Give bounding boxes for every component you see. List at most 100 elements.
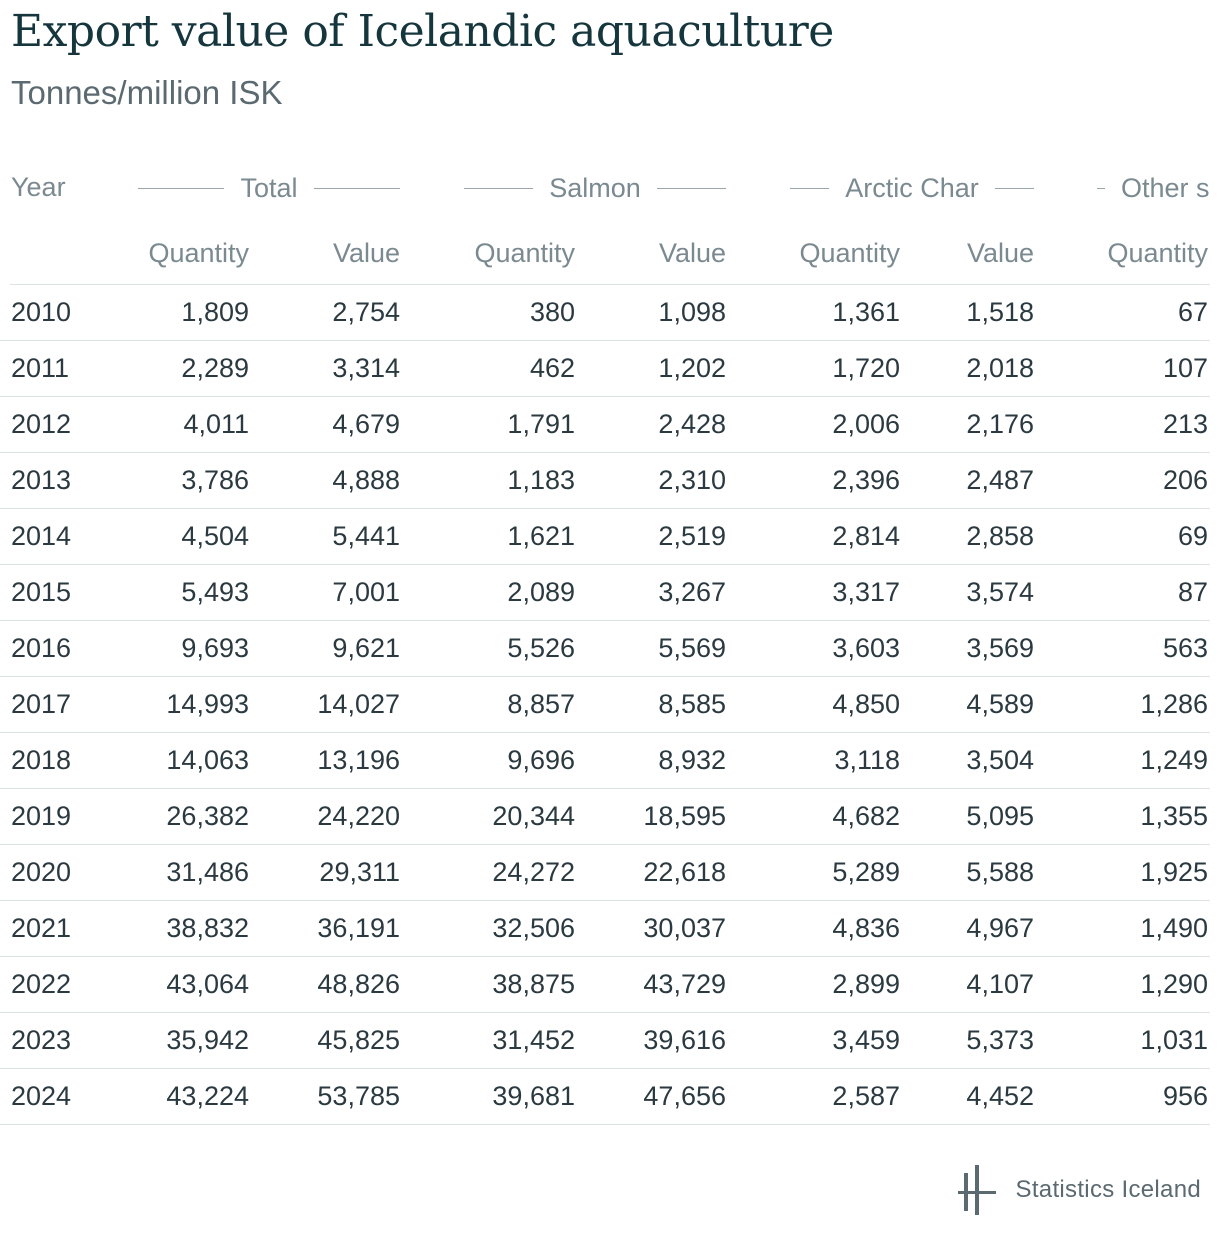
- cell-total-quantity: 43,064: [166, 969, 249, 999]
- data-table[interactable]: Year Total Salmon Arctic Char Other s Qu…: [0, 150, 1210, 1150]
- table-row[interactable]: 2013 3,786 4,888 1,183 2,310 2,396 2,487 206: [0, 453, 1210, 509]
- cell-other-quantity: 956: [1162, 1081, 1208, 1111]
- cell-arctic-char-quantity: 3,118: [834, 745, 900, 775]
- cell-salmon-quantity: 39,681: [492, 1081, 575, 1111]
- table-row[interactable]: 2019 26,382 24,220 20,344 18,595 4,682 5,095 1,…: [0, 789, 1210, 845]
- statistics-iceland-logo-icon: [957, 1165, 996, 1215]
- cell-total-value: 4,888: [332, 465, 400, 495]
- cell-total-value: 2,754: [332, 297, 400, 327]
- cell-arctic-char-quantity: 4,850: [832, 689, 900, 719]
- column-header-salmon-value[interactable]: Value: [658, 238, 726, 268]
- group-header-other: Other s: [1097, 172, 1210, 204]
- year-cell: 2019: [11, 801, 72, 831]
- cell-salmon-value: 2,428: [658, 409, 726, 439]
- cell-other-quantity: 1,290: [1140, 969, 1208, 999]
- group-label-arctic-char: Arctic Char: [845, 172, 979, 203]
- group-header-salmon: Salmon: [464, 172, 727, 204]
- year-header: Year: [11, 172, 66, 202]
- table-row[interactable]: 2022 43,064 48,826 38,875 43,729 2,899 4,107 1,…: [0, 957, 1210, 1013]
- cell-salmon-quantity: 380: [529, 297, 575, 327]
- cell-total-value: 48,826: [317, 969, 400, 999]
- table-row[interactable]: 2012 4,011 4,679 1,791 2,428 2,006 2,176 213: [0, 397, 1210, 453]
- cell-total-quantity: 9,693: [181, 633, 249, 663]
- cell-arctic-char-value: 5,588: [966, 857, 1034, 887]
- cell-salmon-value: 22,618: [643, 857, 726, 887]
- chart-subtitle: Tonnes/million ISK: [11, 74, 283, 111]
- table-row[interactable]: 2014 4,504 5,441 1,621 2,519 2,814 2,858 69: [0, 509, 1210, 565]
- cell-total-quantity: 4,011: [183, 409, 249, 439]
- cell-total-quantity: 14,063: [166, 745, 249, 775]
- cell-total-value: 9,621: [332, 633, 400, 663]
- cell-other-quantity: 563: [1162, 633, 1208, 663]
- table-row[interactable]: 2016 9,693 9,621 5,526 5,569 3,603 3,569 563: [0, 621, 1210, 677]
- footer-brand-label: Statistics Iceland: [1015, 1176, 1201, 1203]
- year-cell: 2014: [11, 521, 72, 551]
- cell-arctic-char-value: 2,176: [966, 409, 1034, 439]
- cell-arctic-char-quantity: 3,317: [832, 577, 900, 607]
- cell-total-quantity: 5,493: [181, 577, 249, 607]
- cell-arctic-char-quantity: 3,603: [832, 633, 900, 663]
- group-label-total: Total: [240, 172, 298, 203]
- group-label-salmon: Salmon: [549, 172, 641, 203]
- cell-salmon-quantity: 31,452: [492, 1025, 575, 1055]
- cell-arctic-char-quantity: 3,459: [832, 1025, 900, 1055]
- cell-salmon-quantity: 20,344: [492, 801, 575, 831]
- table-row[interactable]: 2021 38,832 36,191 32,506 30,037 4,836 4,967 1,…: [0, 901, 1210, 957]
- cell-arctic-char-value: 4,107: [966, 969, 1034, 999]
- cell-total-value: 24,220: [317, 801, 400, 831]
- cell-arctic-char-quantity: 2,006: [832, 409, 900, 439]
- column-header-other-quantity[interactable]: Quantity: [1107, 238, 1208, 268]
- cell-other-quantity: 206: [1162, 465, 1208, 495]
- cell-total-value: 3,314: [332, 353, 400, 383]
- cell-arctic-char-quantity: 5,289: [832, 857, 900, 887]
- table-row[interactable]: 2020 31,486 29,311 24,272 22,618 5,289 5,588 1,…: [0, 845, 1210, 901]
- cell-other-quantity: 1,249: [1140, 745, 1208, 775]
- column-header-total-value[interactable]: Value: [332, 238, 400, 268]
- group-rule-right: [656, 187, 727, 189]
- cell-salmon-value: 47,656: [643, 1081, 726, 1111]
- year-cell: 2023: [11, 1025, 72, 1055]
- cell-salmon-quantity: 2,089: [507, 577, 575, 607]
- table-row[interactable]: 2010 1,809 2,754 380 1,098 1,361 1,518 67: [0, 285, 1210, 341]
- cell-other-quantity: 69: [1177, 521, 1208, 551]
- year-cell: 2015: [11, 577, 72, 607]
- cell-salmon-quantity: 1,621: [507, 521, 575, 551]
- cell-arctic-char-value: 3,569: [966, 633, 1034, 663]
- year-cell: 2012: [11, 409, 72, 439]
- group-rule-left: [464, 187, 534, 189]
- cell-salmon-quantity: 24,272: [492, 857, 575, 887]
- column-header-arctic-char-value[interactable]: Value: [966, 238, 1034, 268]
- cell-salmon-value: 39,616: [643, 1025, 726, 1055]
- table-row[interactable]: 2018 14,063 13,196 9,696 8,932 3,118 3,504 1,24…: [0, 733, 1210, 789]
- cell-arctic-char-value: 4,967: [966, 913, 1034, 943]
- table-row[interactable]: 2011 2,289 3,314 462 1,202 1,720 2,018 107: [0, 341, 1210, 397]
- table-row[interactable]: 2023 35,942 45,825 31,452 39,616 3,459 5,373 1,…: [0, 1013, 1210, 1069]
- table-row[interactable]: 2024 43,224 53,785 39,681 47,656 2,587 4,452 95…: [0, 1069, 1210, 1125]
- cell-arctic-char-value: 5,095: [966, 801, 1034, 831]
- cell-total-value: 29,311: [319, 857, 400, 887]
- column-header-total-quantity[interactable]: Quantity: [148, 238, 249, 268]
- column-header-salmon-quantity[interactable]: Quantity: [474, 238, 575, 268]
- group-header-total: Total: [138, 172, 401, 204]
- cell-salmon-value: 3,267: [658, 577, 726, 607]
- cell-arctic-char-value: 4,589: [966, 689, 1034, 719]
- cell-total-value: 53,785: [317, 1081, 400, 1111]
- group-rule-right: [994, 187, 1034, 189]
- table-row[interactable]: 2017 14,993 14,027 8,857 8,585 4,850 4,589 1,28…: [0, 677, 1210, 733]
- year-cell: 2013: [11, 465, 72, 495]
- year-cell: 2010: [11, 297, 72, 327]
- cell-total-quantity: 31,486: [166, 857, 249, 887]
- year-cell: 2022: [11, 969, 72, 999]
- cell-salmon-value: 2,310: [658, 465, 726, 495]
- chart-title: Export value of Icelandic aquaculture: [11, 6, 834, 57]
- column-header-arctic-char-quantity[interactable]: Quantity: [799, 238, 900, 268]
- group-header-arctic-char: Arctic Char: [790, 172, 1034, 204]
- cell-arctic-char-quantity: 4,836: [832, 913, 900, 943]
- cell-arctic-char-value: 2,487: [966, 465, 1034, 495]
- group-rule-left: [1097, 187, 1105, 189]
- table-row[interactable]: 2015 5,493 7,001 2,089 3,267 3,317 3,574 87: [0, 565, 1210, 621]
- cell-total-value: 14,027: [317, 689, 400, 719]
- cell-arctic-char-quantity: 2,899: [832, 969, 900, 999]
- cell-arctic-char-quantity: 2,587: [832, 1081, 900, 1111]
- year-cell: 2021: [11, 913, 72, 943]
